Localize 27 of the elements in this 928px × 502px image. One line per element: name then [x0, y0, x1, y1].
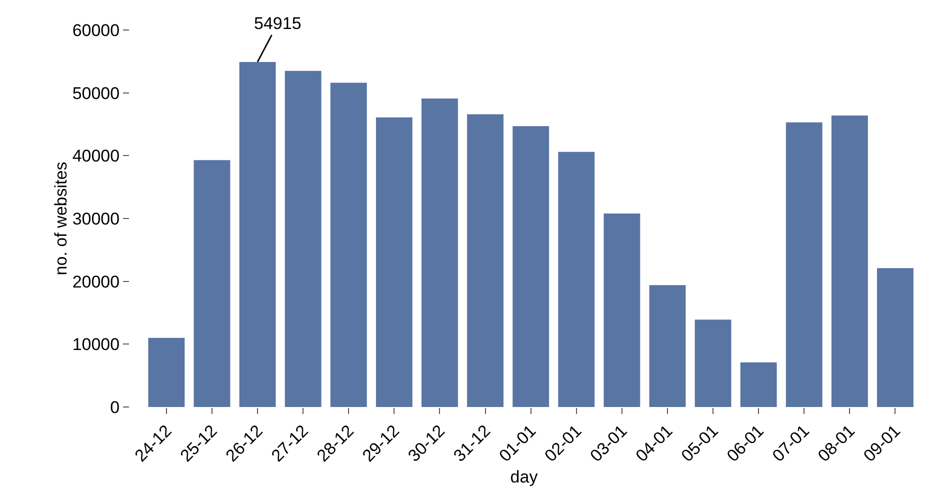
bar: [512, 126, 550, 407]
bar: [694, 320, 732, 407]
y-tick-label: 10000: [72, 335, 120, 354]
annotation: 54915: [254, 14, 302, 33]
y-tick-label: 0: [110, 398, 120, 417]
bar: [194, 160, 230, 407]
bar: [376, 117, 412, 407]
y-tick-label: 20000: [72, 272, 120, 292]
y-axis-title: no. of websites: [51, 162, 70, 276]
bar: [604, 213, 640, 407]
bar: [284, 70, 322, 407]
bar: [740, 362, 777, 407]
bar: [422, 98, 458, 407]
x-axis-title: day: [510, 467, 538, 486]
bar: [877, 268, 914, 407]
bar: [558, 152, 595, 407]
y-tick-label: 60000: [72, 20, 120, 40]
bar: [148, 338, 185, 407]
bar: [831, 115, 868, 407]
y-tick-label: 50000: [72, 84, 120, 103]
y-tick-label: 30000: [72, 209, 120, 228]
bar: [239, 62, 276, 407]
bar: [467, 114, 504, 407]
y-tick-label: 40000: [72, 146, 120, 166]
bar: [786, 122, 822, 407]
bar: [330, 82, 367, 407]
bar: [649, 285, 686, 407]
